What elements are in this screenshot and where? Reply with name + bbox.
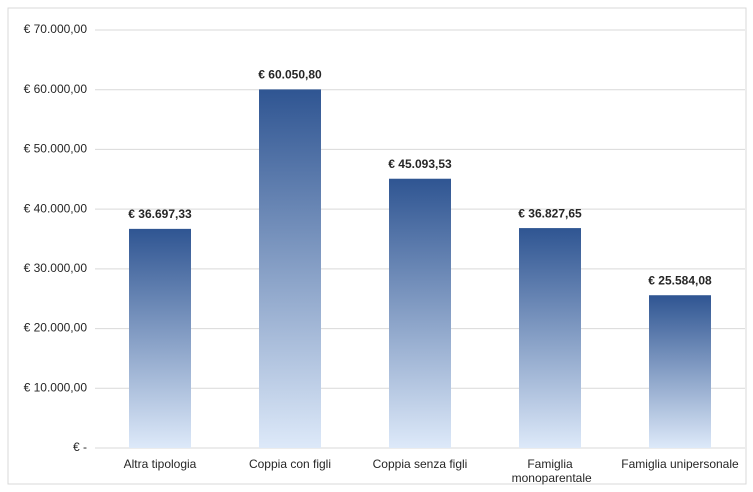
y-tick-label: € 40.000,00 [24,201,88,215]
bar [519,228,581,448]
y-tick-label: € 70.000,00 [24,22,88,36]
value-label: € 25.584,08 [648,273,712,287]
y-tick-label: € - [73,440,87,454]
x-tick-label: Famiglia monoparentale [508,457,592,485]
bar [389,178,451,448]
y-tick-label: € 60.000,00 [24,82,88,96]
y-tick-label: € 10.000,00 [24,380,88,394]
y-tick-label: € 50.000,00 [24,142,88,156]
value-label: € 36.697,33 [128,207,192,221]
bar [259,89,321,448]
bar [649,295,711,448]
y-tick-label: € 20.000,00 [24,321,88,335]
value-label: € 45.093,53 [388,157,452,171]
chart-frame [7,7,747,485]
y-tick-label: € 30.000,00 [24,261,88,275]
x-tick-label: Famiglia unipersonale [621,457,739,471]
x-tick-label: Altra tipologia [124,457,197,471]
bar [129,228,191,448]
x-tick-label: Coppia con figli [249,457,331,471]
x-tick-label: Coppia senza figli [373,457,468,471]
value-label: € 36.827,65 [518,206,582,220]
value-label: € 60.050,80 [258,68,322,82]
